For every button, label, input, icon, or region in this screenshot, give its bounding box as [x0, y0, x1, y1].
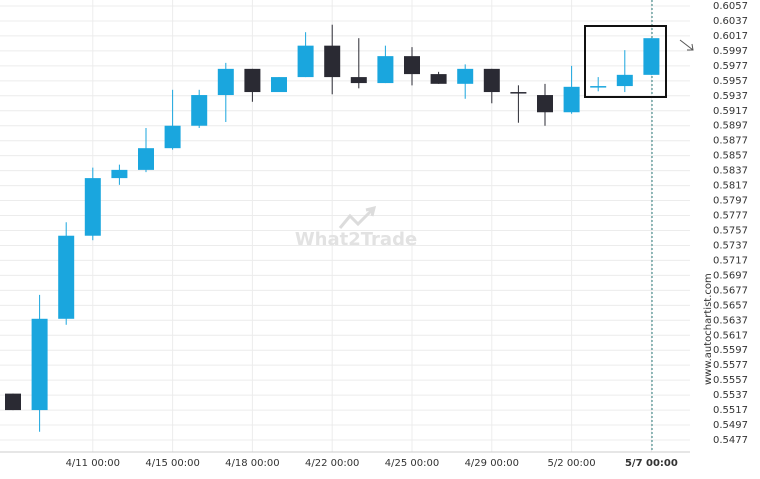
y-tick-label: 0.5517 [713, 405, 748, 416]
y-tick-label: 0.5717 [713, 255, 748, 266]
y-tick-label: 0.5617 [713, 330, 748, 341]
candle-body [616, 74, 633, 87]
candle-body [271, 77, 287, 93]
y-tick-label: 0.5997 [713, 46, 748, 57]
candle-body [430, 74, 447, 84]
x-tick-label: 5/7 00:00 [625, 458, 678, 469]
candle-body [58, 235, 75, 319]
candle-body [510, 92, 527, 94]
x-tick-label: 4/29 00:00 [465, 458, 519, 469]
candle-body [217, 68, 234, 96]
y-tick-label: 0.6017 [713, 31, 748, 42]
y-tick-label: 0.5477 [713, 435, 748, 446]
watermark-icon [338, 205, 377, 229]
y-tick-label: 0.5897 [713, 121, 748, 132]
trend-arrow [679, 39, 694, 51]
y-tick-label: 0.5637 [713, 315, 748, 326]
candles [5, 24, 660, 432]
candle-body [138, 148, 154, 170]
watermark: What2Trade [295, 229, 417, 250]
y-tick-label: 0.5737 [713, 240, 748, 251]
x-tick-label: 4/22 00:00 [305, 458, 359, 469]
y-tick-label: 0.5657 [713, 300, 748, 311]
candle-body [5, 393, 21, 411]
candle-body [164, 125, 181, 149]
x-tick-label: 4/25 00:00 [385, 458, 439, 469]
y-tick-label: 0.5937 [713, 91, 748, 102]
x-tick-label: 4/11 00:00 [66, 458, 120, 469]
candle-body [563, 86, 580, 113]
y-tick-label: 0.6037 [713, 16, 748, 27]
candle-body [457, 68, 474, 84]
y-tick-label: 0.5797 [713, 196, 748, 207]
candle-body [537, 95, 553, 113]
highlight-box [584, 25, 667, 98]
candle-body [111, 169, 128, 179]
candle-body [324, 45, 341, 78]
candle-body [244, 68, 261, 93]
y-tick-label: 0.5577 [713, 360, 748, 371]
y-tick-label: 0.6057 [713, 1, 748, 12]
candle-body [377, 56, 394, 84]
y-tick-label: 0.5597 [713, 345, 748, 356]
y-tick-label: 0.5697 [713, 270, 748, 281]
y-tick-label: 0.5557 [713, 375, 748, 386]
candle-body [590, 86, 607, 88]
y-tick-label: 0.5757 [713, 225, 748, 236]
candle-body [84, 178, 101, 236]
y-tick-label: 0.5677 [713, 285, 748, 296]
y-tick-label: 0.5957 [713, 76, 748, 87]
y-tick-label: 0.5817 [713, 181, 748, 192]
candle-body [483, 68, 500, 93]
y-tick-label: 0.5977 [713, 61, 748, 72]
grid [0, 0, 690, 452]
source-label: www.autochartist.com [703, 273, 714, 385]
candle-body [297, 45, 314, 78]
y-tick-label: 0.5837 [713, 166, 748, 177]
x-tick-label: 4/15 00:00 [145, 458, 199, 469]
y-tick-label: 0.5777 [713, 211, 748, 222]
y-tick-label: 0.5917 [713, 106, 748, 117]
candle-body [191, 95, 208, 126]
candle-body [31, 318, 48, 411]
candle-body [404, 56, 420, 75]
y-tick-label: 0.5857 [713, 151, 748, 162]
x-tick-label: 4/18 00:00 [225, 458, 279, 469]
y-tick-label: 0.5877 [713, 136, 748, 147]
y-tick-label: 0.5497 [713, 420, 748, 431]
y-tick-label: 0.5537 [713, 390, 748, 401]
candle-body [350, 77, 367, 84]
x-tick-label: 5/2 00:00 [548, 458, 596, 469]
candle-body [643, 38, 660, 75]
